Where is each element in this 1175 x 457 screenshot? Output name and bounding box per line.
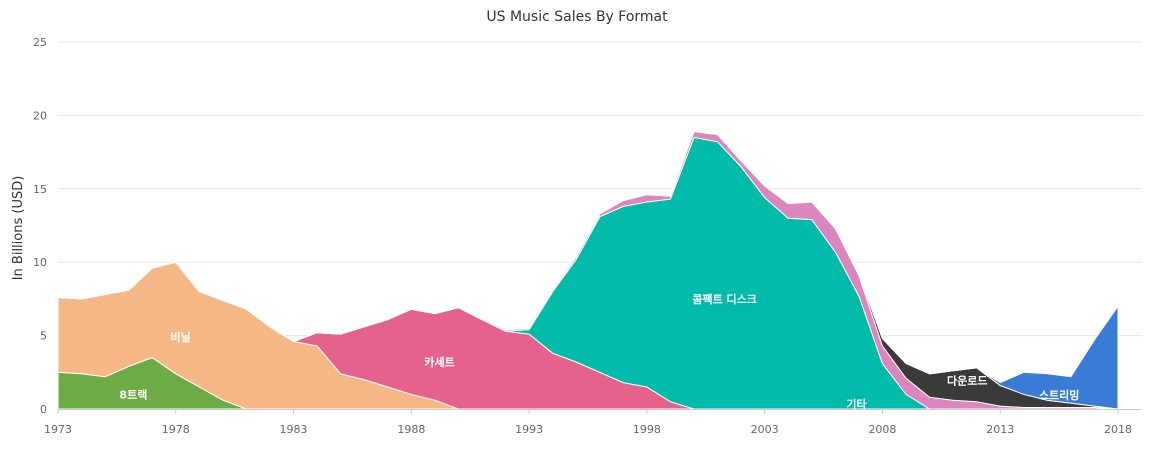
series-data-label: 8트랙	[119, 387, 147, 401]
x-tick-label: 2003	[751, 423, 779, 436]
x-tick-label: 1998	[633, 423, 661, 436]
x-tick-label: 1973	[44, 423, 72, 436]
x-tick-label: 1978	[162, 423, 190, 436]
x-tick-label: 1988	[397, 423, 425, 436]
series-data-label: 콤팩트 디스크	[692, 292, 757, 306]
x-tick-label: 1993	[515, 423, 543, 436]
y-tick-label: 0	[40, 403, 47, 416]
x-tick-label: 1983	[280, 423, 308, 436]
axes: 0 5 10 15 20 25 1973 1978 1983 1988 1993 1998 2003 20…	[33, 36, 1142, 436]
series-data-label: 다운로드	[947, 373, 987, 387]
series-data-label: 스트리밍	[1039, 388, 1079, 402]
y-tick-label: 20	[33, 109, 47, 122]
series-data-label: 카세트	[424, 355, 454, 369]
y-tick-label: 10	[33, 256, 47, 269]
y-axis-label: In Billions (USD)	[11, 176, 26, 281]
y-tick-label: 25	[33, 36, 47, 49]
y-tick-label: 5	[40, 330, 47, 343]
chart-title: US Music Sales By Format	[486, 9, 668, 25]
series-data-label: 기타	[846, 397, 867, 411]
gridlines	[58, 41, 1142, 337]
x-tick-label: 2008	[868, 423, 896, 436]
series-data-label: 비닐	[170, 330, 190, 344]
area-series	[57, 130, 1119, 410]
area-series-group	[57, 130, 1119, 410]
x-tick-label: 2013	[986, 423, 1014, 436]
x-tick-label: 2018	[1104, 423, 1132, 436]
y-tick-label: 15	[33, 183, 47, 196]
